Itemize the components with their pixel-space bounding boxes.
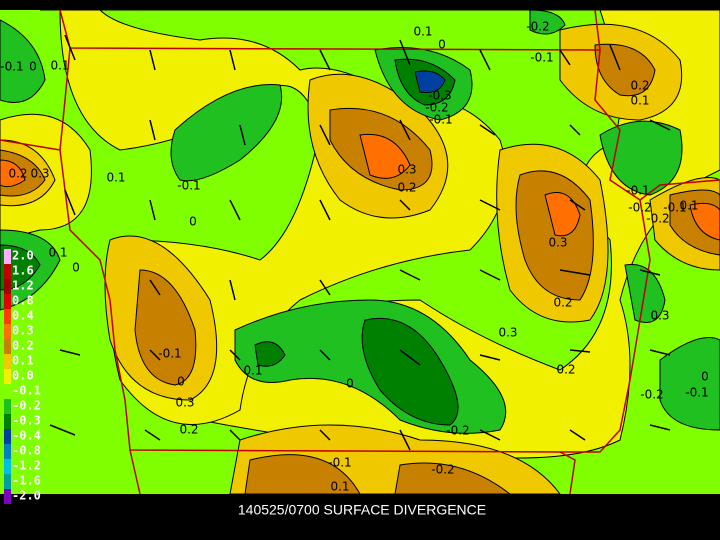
contour-label: 0.1 — [243, 364, 262, 378]
contour-label: 0 — [701, 370, 709, 384]
legend-label: 2.0 — [12, 249, 34, 263]
contour-label: 0.3 — [650, 309, 669, 323]
state-borders — [0, 9, 720, 495]
contour-label: 0.3 — [498, 326, 517, 340]
legend-label: 0.4 — [12, 309, 34, 323]
contour-label: 0.3 — [397, 163, 416, 177]
legend-swatch — [4, 474, 11, 489]
contour-label: 0 — [346, 377, 354, 391]
legend-label: -0.2 — [12, 399, 41, 413]
contour-label: 0.1 — [330, 480, 349, 494]
legend-label: -0.4 — [12, 429, 41, 443]
legend-swatch — [4, 369, 11, 384]
contour-label: 0.2 — [397, 181, 416, 195]
contour-label: 0.1 — [50, 59, 69, 73]
legend-swatch — [4, 459, 11, 474]
contour-label: -0.2 — [640, 388, 663, 402]
legend-swatch — [4, 429, 11, 444]
legend-label: 0.8 — [12, 294, 34, 308]
contour-label: -0.1 — [158, 347, 181, 361]
contour-label: 0 — [189, 215, 197, 229]
contour-label: -0.2 — [628, 201, 651, 215]
legend-label: -0.8 — [12, 444, 41, 458]
legend-swatch — [4, 279, 11, 294]
legend-label: 0.1 — [12, 354, 34, 368]
contour-label: -0.2 — [425, 101, 448, 115]
contour-labels: 0.10-0.2-0.1-0.1 0 0.1-0.3-0.2-0.10.20.10.… — [0, 20, 709, 494]
contour-label: 0 — [72, 261, 80, 275]
contour-label: -0.1 — [663, 201, 686, 215]
legend-label: 0.0 — [12, 369, 34, 383]
legend-swatch — [4, 309, 11, 324]
contour-label: 0 — [29, 60, 37, 74]
contour-label: -0.1 — [429, 113, 452, 127]
legend-label: -0.3 — [12, 414, 41, 428]
field — [0, 9, 720, 495]
legend-swatch — [4, 264, 11, 279]
contour-label: 0.1 — [630, 94, 649, 108]
contour-label: 0.3 — [175, 396, 194, 410]
contour-label: -0.1 — [626, 184, 649, 198]
contour-label: -0.2 — [646, 212, 669, 226]
legend-label: -1.6 — [12, 474, 41, 488]
legend-label: 1.6 — [12, 264, 34, 278]
legend-swatch — [4, 489, 11, 504]
legend-swatch — [4, 384, 11, 399]
contour-label: -0.3 — [428, 89, 451, 103]
legend-swatch — [4, 249, 11, 264]
contour-label: 0.1 — [679, 199, 698, 213]
contour-label: -0.2 — [446, 424, 469, 438]
legend-label: 0.2 — [12, 339, 34, 353]
legend-swatch — [4, 354, 11, 369]
contour-label: 0.1 — [48, 246, 67, 260]
wind-barbs — [49, 34, 671, 451]
legend-swatch — [4, 294, 11, 309]
caption: 140525/0700 SURFACE DIVERGENCE — [238, 502, 486, 518]
legend-label: 0.3 — [12, 324, 34, 338]
contour-label: 0.2 — [8, 167, 27, 181]
legend-swatch — [4, 339, 11, 354]
legend-swatch — [4, 324, 11, 339]
legend: 2.01.61.20.80.40.30.20.10.0-0.1-0.2-0.3-… — [4, 249, 41, 504]
legend-label: -0.1 — [12, 384, 41, 398]
contour-label: -0.1 — [328, 456, 351, 470]
contour-label: 0.1 — [106, 171, 125, 185]
contour-label: -0.1 — [685, 386, 708, 400]
contour-label: 0.3 — [548, 236, 567, 250]
contour-label: -0.1 — [177, 179, 200, 193]
contour-label: 0.2 — [179, 423, 198, 437]
contour-label: -0.2 — [526, 20, 549, 34]
contour-label: 0.2 — [630, 79, 649, 93]
contour-label: -0.1 — [0, 60, 23, 74]
legend-label: -2.0 — [12, 489, 41, 503]
contour-label: 0.2 — [556, 363, 575, 377]
contour-label: 0.3 — [30, 167, 49, 181]
legend-label: 1.2 — [12, 279, 34, 293]
contour-label: -0.2 — [431, 463, 454, 477]
contour-label: 0 — [438, 38, 446, 52]
legend-label: -1.2 — [12, 459, 41, 473]
contour-label: -0.1 — [530, 51, 553, 65]
legend-swatch — [4, 399, 11, 414]
contour-label: 0.1 — [413, 25, 432, 39]
contour-label: 0 — [177, 375, 185, 389]
contour-label: 0.2 — [553, 296, 572, 310]
legend-swatch — [4, 414, 11, 429]
legend-swatch — [4, 444, 11, 459]
